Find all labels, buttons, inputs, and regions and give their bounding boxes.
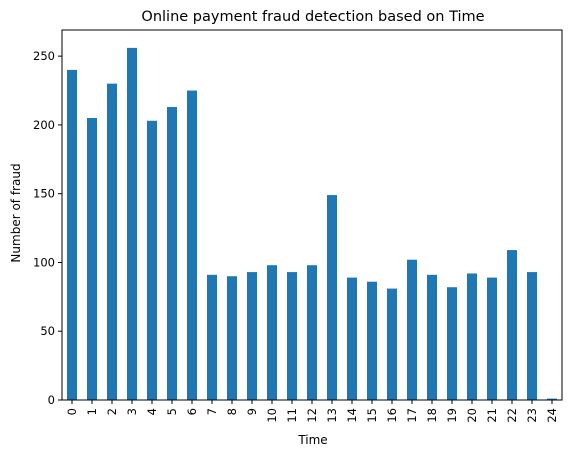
bar bbox=[227, 276, 237, 400]
bar bbox=[407, 259, 417, 400]
bar bbox=[187, 90, 197, 401]
chart-title: Online payment fraud detection based on … bbox=[141, 9, 484, 25]
x-tick-label: 15 bbox=[365, 408, 379, 423]
x-axis-label: Time bbox=[297, 433, 327, 447]
bar bbox=[527, 272, 537, 400]
bar bbox=[327, 195, 337, 400]
bar bbox=[387, 288, 397, 400]
bar bbox=[267, 265, 277, 400]
bar bbox=[147, 120, 157, 400]
bar bbox=[507, 250, 517, 400]
x-tick-label: 9 bbox=[245, 408, 259, 415]
x-tick-label: 19 bbox=[445, 408, 459, 423]
y-tick-label: 100 bbox=[33, 255, 55, 269]
plot-frame bbox=[61, 29, 563, 401]
x-tick-label: 23 bbox=[525, 408, 539, 423]
x-tick-label: 13 bbox=[325, 408, 339, 423]
bar bbox=[367, 281, 377, 400]
x-tick-label: 10 bbox=[265, 408, 279, 423]
bar bbox=[547, 398, 557, 400]
x-tick-label: 22 bbox=[505, 408, 519, 423]
x-tick-label: 7 bbox=[205, 408, 219, 415]
bar bbox=[207, 274, 217, 400]
x-tick-label: 16 bbox=[385, 408, 399, 423]
y-tick-label: 0 bbox=[48, 393, 55, 407]
bar bbox=[167, 107, 177, 400]
y-tick-label: 150 bbox=[33, 187, 55, 201]
x-tick-label: 14 bbox=[345, 408, 359, 423]
y-tick-label: 50 bbox=[40, 324, 55, 338]
bar bbox=[127, 47, 137, 400]
x-tick-label: 21 bbox=[485, 408, 499, 423]
x-tick-label: 3 bbox=[125, 408, 139, 415]
bar bbox=[487, 277, 497, 400]
bar bbox=[447, 287, 457, 400]
y-tick-label: 250 bbox=[33, 49, 55, 63]
x-tick-label: 1 bbox=[85, 408, 99, 415]
bar bbox=[347, 277, 357, 400]
y-axis-label: Number of fraud bbox=[9, 163, 23, 262]
x-tick-label: 24 bbox=[545, 408, 559, 423]
x-tick-label: 17 bbox=[405, 408, 419, 423]
x-tick-label: 20 bbox=[465, 408, 479, 423]
x-tick-label: 8 bbox=[225, 408, 239, 415]
x-tick-label: 12 bbox=[305, 408, 319, 423]
bar bbox=[87, 118, 97, 400]
y-tick-label: 200 bbox=[33, 118, 55, 132]
bar bbox=[427, 274, 437, 400]
bar bbox=[107, 83, 117, 400]
x-tick-label: 5 bbox=[165, 408, 179, 415]
x-tick-label: 6 bbox=[185, 408, 199, 415]
bar bbox=[307, 265, 317, 400]
x-tick-label: 18 bbox=[425, 408, 439, 423]
bar bbox=[287, 272, 297, 400]
x-tick-label: 2 bbox=[105, 408, 119, 415]
x-tick-label: 11 bbox=[285, 408, 299, 423]
bar bbox=[247, 272, 257, 400]
bar bbox=[67, 69, 77, 400]
x-tick-label: 4 bbox=[145, 408, 159, 415]
bar bbox=[467, 273, 477, 400]
x-tick-label: 0 bbox=[65, 408, 79, 415]
